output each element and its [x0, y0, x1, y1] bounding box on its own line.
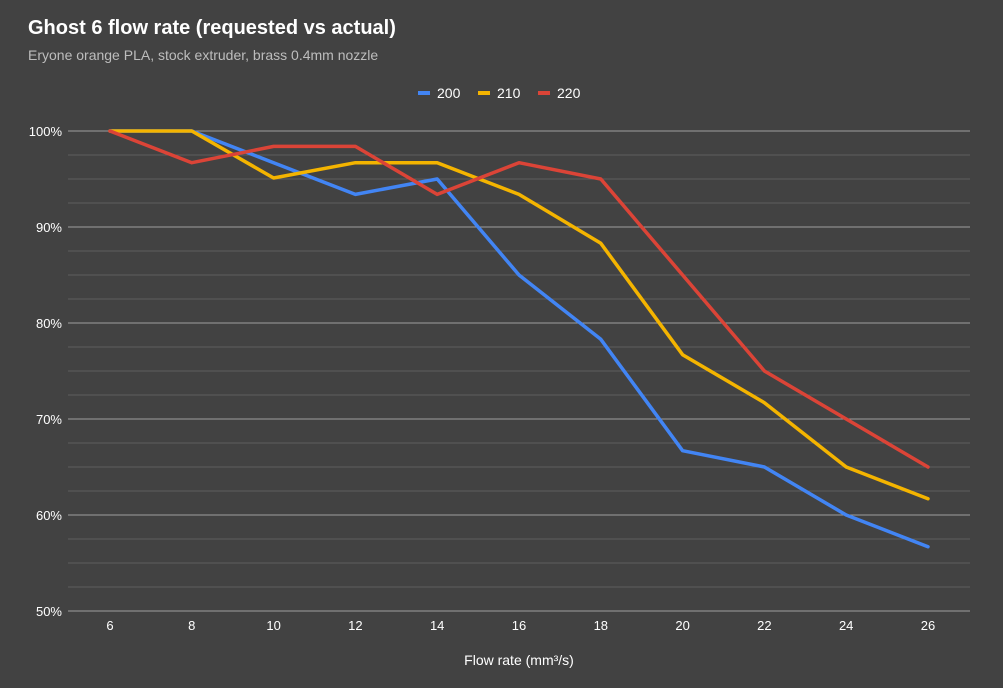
y-tick-label: 80%: [36, 316, 62, 331]
legend: 200 210 220: [418, 85, 581, 101]
x-tick-label: 18: [594, 618, 608, 633]
y-tick-label: 50%: [36, 604, 62, 619]
x-axis-label: Flow rate (mm³/s): [464, 652, 574, 668]
x-tick-label: 20: [675, 618, 689, 633]
legend-label-210: 210: [497, 85, 521, 101]
tick-layer: 100% 90% 80% 70% 60% 50% 6 8 10 12 14 16 18 20 22 24 26: [29, 124, 935, 633]
x-tick-label: 26: [921, 618, 935, 633]
y-tick-label: 100%: [29, 124, 63, 139]
series-line-220: [108, 129, 930, 469]
x-tick-label: 8: [188, 618, 195, 633]
y-tick-label: 90%: [36, 220, 62, 235]
legend-label-200: 200: [437, 85, 461, 101]
chart-subtitle: Eryone orange PLA, stock extruder, brass…: [28, 47, 379, 63]
y-tick-label: 60%: [36, 508, 62, 523]
x-tick-label: 16: [512, 618, 526, 633]
x-tick-label: 6: [106, 618, 113, 633]
x-tick-label: 10: [266, 618, 280, 633]
chart-title: Ghost 6 flow rate (requested vs actual): [28, 17, 396, 39]
x-tick-label: 14: [430, 618, 444, 633]
x-tick-label: 24: [839, 618, 853, 633]
x-tick-label: 22: [757, 618, 771, 633]
grid-layer: [68, 130, 970, 612]
x-tick-label: 12: [348, 618, 362, 633]
legend-label-220: 220: [557, 85, 581, 101]
series-line-210: [108, 129, 930, 501]
series-layer: [108, 129, 930, 549]
y-tick-label: 70%: [36, 412, 62, 427]
